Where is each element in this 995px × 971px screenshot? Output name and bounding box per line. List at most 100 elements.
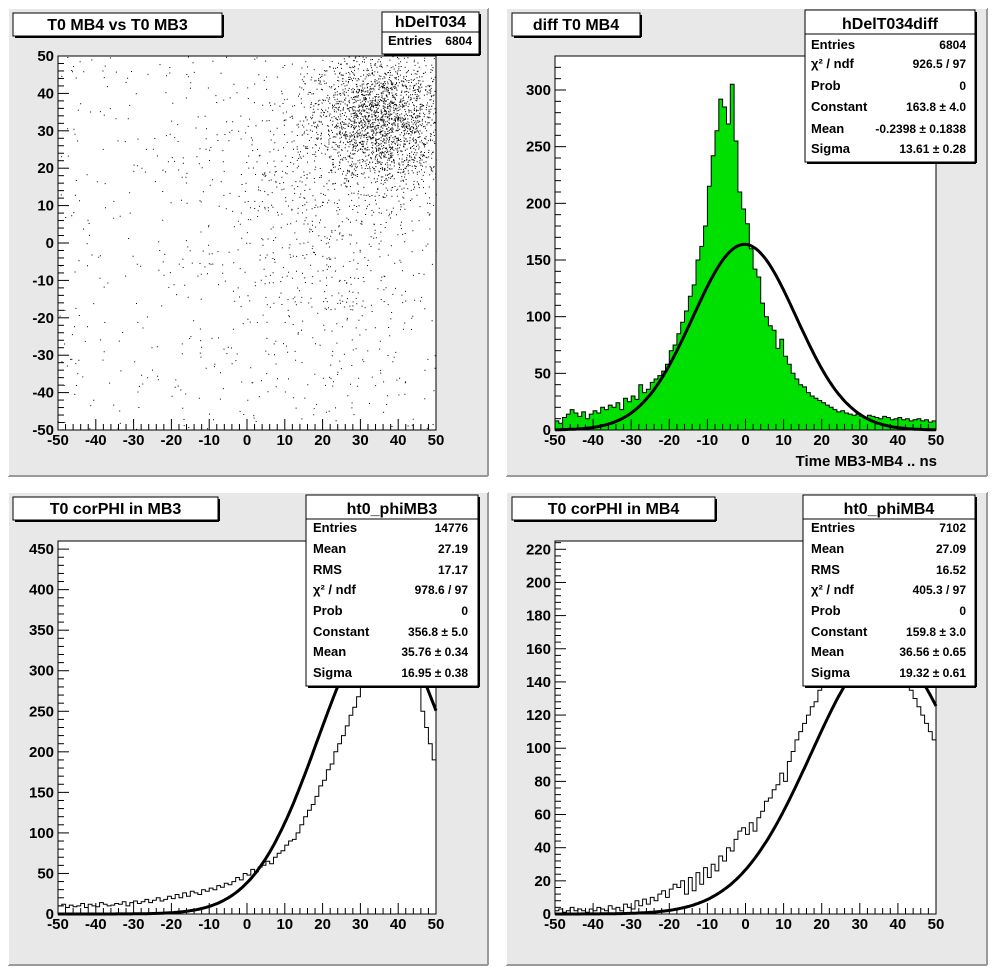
y-tick-label: 100 — [526, 309, 551, 326]
y-tick-label: 30 — [37, 123, 54, 140]
x-tick-label: 20 — [813, 916, 830, 933]
stats-box-name: ht0_phiMB3 — [347, 501, 438, 518]
pad-histogram-t0-corphi-mb4: -50 -40 -30 -20 -10 0 10 20 30 40 50 0 20 40 60 80 100 12… — [505, 491, 988, 966]
x-tick-label: 10 — [775, 432, 792, 449]
stats-value: 27.19 — [438, 542, 468, 556]
y-tick-label: 250 — [526, 139, 551, 156]
stats-label: Sigma — [811, 141, 851, 156]
x-tick-label: 30 — [352, 916, 369, 933]
stats-value: 35.76 ± 0.34 — [401, 645, 468, 659]
x-tick-label: 10 — [276, 916, 293, 933]
y-tick-label: 180 — [526, 608, 551, 625]
y-tick-label: 150 — [29, 784, 54, 801]
x-tick-label: 50 — [928, 432, 945, 449]
x-tick-label: 40 — [890, 916, 907, 933]
stats-label: Constant — [811, 624, 868, 639]
stats-value: 926.5 / 97 — [913, 57, 967, 71]
x-tick-label: 10 — [775, 916, 792, 933]
stats-value: 27.09 — [936, 542, 966, 556]
stats-box-name: ht0_phiMB4 — [844, 501, 935, 518]
x-tick-label: -50 — [544, 432, 566, 449]
stats-value: 16.52 — [936, 563, 966, 577]
stats-box — [802, 494, 976, 687]
y-tick-label: 0 — [46, 906, 54, 923]
x-tick-label: -50 — [544, 916, 566, 933]
y-tick-label: 350 — [29, 622, 54, 639]
x-tick-label: -40 — [85, 432, 107, 449]
x-tick-label: 0 — [243, 432, 251, 449]
y-tick-label: 80 — [534, 773, 551, 790]
x-tick-label: -10 — [198, 432, 220, 449]
y-tick-label: 150 — [526, 252, 551, 269]
y-tick-label: -50 — [32, 422, 54, 439]
y-tick-label: 400 — [29, 582, 54, 599]
stats-value: 6804 — [939, 38, 966, 52]
stats-value: 0 — [959, 604, 966, 618]
y-tick-label: 50 — [37, 48, 54, 65]
stats-value: 0 — [461, 604, 468, 618]
stats-value: 36.56 ± 0.65 — [899, 645, 966, 659]
pad-histogram-diff-t0-mb4: -50 -40 -30 -20 -10 0 10 20 30 40 50 0 50 100 150 200 25… — [505, 7, 988, 477]
stats-value: 7102 — [939, 521, 966, 535]
x-tick-label: 20 — [314, 916, 331, 933]
x-tick-label: -40 — [582, 916, 604, 933]
y-tick-label: 50 — [37, 865, 54, 882]
stats-label: Mean — [313, 541, 346, 556]
stats-label: Sigma — [313, 665, 353, 680]
x-tick-label: -30 — [620, 432, 642, 449]
stats-label: χ² / ndf — [811, 582, 855, 597]
x-tick-label: 30 — [352, 432, 369, 449]
x-tick-label: -20 — [658, 432, 680, 449]
stats-box-name: hDelT034 — [395, 14, 466, 31]
x-tick-label: -20 — [161, 432, 183, 449]
pad-scatter-t0-mb4-vs-mb3: -50 -40 -30 -20 -10 0 10 20 30 40 50 -50 -40 -30 -20 -1… — [7, 7, 489, 477]
x-tick-label: 0 — [243, 916, 251, 933]
x-tick-label: -30 — [123, 916, 145, 933]
y-tick-label: 200 — [526, 574, 551, 591]
chart-title: T0 MB4 vs T0 MB3 — [47, 17, 188, 34]
stats-value: 356.8 ± 5.0 — [408, 625, 468, 639]
chart-title: T0 corPHI in MB3 — [50, 501, 182, 518]
x-tick-label: 50 — [428, 432, 445, 449]
stats-label: Mean — [313, 644, 346, 659]
gaussian-fit-curve — [554, 242, 936, 432]
x-tick-label: -40 — [582, 432, 604, 449]
x-tick-label: -40 — [85, 916, 107, 933]
y-tick-label: -30 — [32, 347, 54, 364]
y-tick-label: 200 — [526, 195, 551, 212]
y-tick-label: 120 — [526, 707, 551, 724]
x-tick-label: -50 — [47, 916, 69, 933]
stats-label: Prob — [313, 603, 343, 618]
y-tick-label: 300 — [526, 82, 551, 99]
x-tick-label: 20 — [314, 432, 331, 449]
stats-value: 0 — [959, 79, 966, 93]
x-axis-title: Time MB3-MB4 .. ns — [796, 453, 937, 470]
x-tick-label: 0 — [741, 916, 749, 933]
stats-label: Entries — [388, 33, 432, 48]
stats-label: Constant — [313, 624, 370, 639]
stats-label: Constant — [811, 99, 868, 114]
y-tick-label: 160 — [526, 641, 551, 658]
y-tick-label: 140 — [526, 674, 551, 691]
stats-value: 17.17 — [438, 563, 468, 577]
y-tick-label: 10 — [37, 198, 54, 215]
stats-value: 6804 — [445, 34, 472, 48]
stats-label: Mean — [811, 644, 844, 659]
stats-label: Entries — [313, 520, 357, 535]
y-tick-label: 100 — [526, 740, 551, 757]
stats-value: 163.8 ± 4.0 — [906, 100, 966, 114]
y-tick-label: 200 — [29, 744, 54, 761]
stats-value: 978.6 / 97 — [415, 583, 469, 597]
x-tick-label: -10 — [697, 916, 719, 933]
stats-value: 159.8 ± 3.0 — [906, 625, 966, 639]
stats-value: 405.3 / 97 — [913, 583, 967, 597]
x-tick-label: 50 — [928, 916, 945, 933]
stats-label: χ² / ndf — [811, 56, 855, 71]
x-tick-label: 50 — [428, 916, 445, 933]
y-tick-label: 40 — [534, 840, 551, 857]
stats-box-name: hDelT034diff — [842, 16, 939, 33]
stats-value: 19.32 ± 0.61 — [899, 666, 966, 680]
stats-label: RMS — [811, 562, 840, 577]
y-tick-label: 60 — [534, 807, 551, 824]
